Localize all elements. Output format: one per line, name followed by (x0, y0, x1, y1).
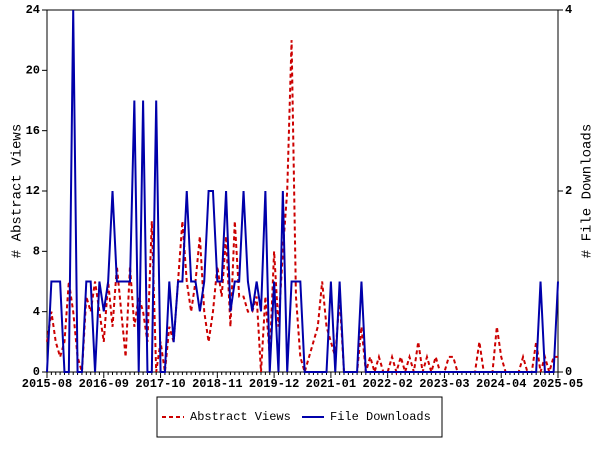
y2-tick-label: 4 (565, 3, 572, 17)
y-tick-label: 4 (33, 305, 40, 319)
x-tick-label: 2016-09 (79, 377, 129, 391)
x-tick-label: 2021-01 (306, 377, 356, 391)
series-line (46, 9, 559, 373)
y-tick-label: 12 (26, 184, 40, 198)
x-tick-label: 2022-02 (362, 377, 412, 391)
x-tick-label: 2025-05 (533, 377, 583, 391)
y2-axis-title: # File Downloads (580, 124, 596, 258)
legend-box (156, 396, 443, 438)
y-tick-label: 0 (33, 365, 40, 379)
y-tick-label: 16 (26, 124, 40, 138)
y-tick-label: 24 (26, 3, 40, 17)
y-tick-label: 20 (26, 64, 40, 78)
x-tick-label: 2015-08 (22, 377, 72, 391)
legend-label: File Downloads (330, 410, 431, 424)
x-tick-label: 2017-10 (135, 377, 185, 391)
y-tick-label: 8 (33, 245, 40, 259)
y-axis-title: # Abstract Views (10, 124, 26, 258)
x-tick-label: 2019-12 (249, 377, 299, 391)
x-tick-label: 2018-11 (192, 377, 242, 391)
y2-tick-label: 0 (565, 365, 572, 379)
y2-tick-label: 2 (565, 184, 572, 198)
x-tick-label: 2024-04 (476, 377, 526, 391)
x-tick-label: 2023-03 (419, 377, 469, 391)
legend-label: Abstract Views (190, 410, 291, 424)
